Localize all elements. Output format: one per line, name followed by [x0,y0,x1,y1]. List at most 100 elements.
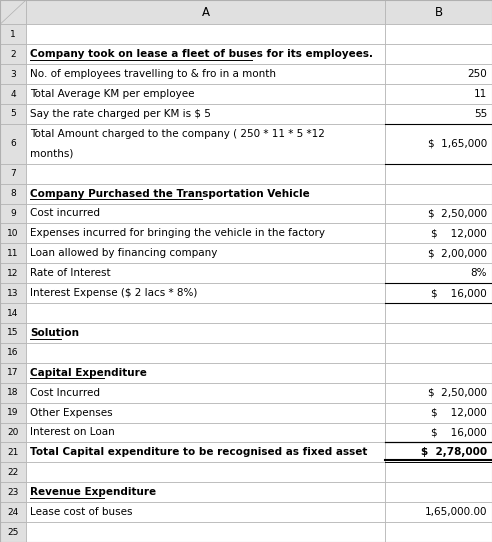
Bar [0,502,26,522]
Bar [0,423,26,442]
Bar [385,442,492,462]
Bar [385,323,492,343]
Text: Company took on lease a fleet of buses for its employees.: Company took on lease a fleet of buses f… [30,49,373,59]
Text: Other Expenses: Other Expenses [30,408,113,417]
Text: Total Capital expenditure to be recognised as fixed asset: Total Capital expenditure to be recognis… [30,447,368,457]
Text: Expenses incurred for bringing the vehicle in the factory: Expenses incurred for bringing the vehic… [30,228,325,238]
Bar [0,522,26,542]
Text: 14: 14 [7,308,19,318]
Text: 21: 21 [7,448,19,457]
Bar [0,204,26,223]
Text: 20: 20 [7,428,19,437]
Text: 55: 55 [474,109,487,119]
Bar [385,383,492,403]
Bar [0,323,26,343]
Text: Capital Expenditure: Capital Expenditure [30,368,147,378]
Bar [26,442,385,462]
Bar [385,343,492,363]
Bar [385,482,492,502]
Bar [0,343,26,363]
Text: $    12,000: $ 12,000 [431,408,487,417]
Bar [26,104,385,124]
Text: 23: 23 [7,488,19,496]
Bar [385,44,492,64]
Text: B: B [434,5,443,18]
Bar [385,64,492,84]
Text: 1,65,000.00: 1,65,000.00 [425,507,487,517]
Text: 8: 8 [10,189,16,198]
Text: $  1,65,000: $ 1,65,000 [428,139,487,149]
Text: 13: 13 [7,289,19,298]
Bar [385,423,492,442]
Text: Cost incurred: Cost incurred [30,209,100,218]
Bar [0,0,26,24]
Bar [385,502,492,522]
Text: 19: 19 [7,408,19,417]
Bar [26,84,385,104]
Text: A: A [202,5,210,18]
Text: Revenue Expenditure: Revenue Expenditure [30,487,156,497]
Bar [26,323,385,343]
Bar [0,124,26,164]
Text: 11: 11 [474,89,487,99]
Bar [26,482,385,502]
Bar [0,84,26,104]
Bar [385,124,492,164]
Text: months): months) [30,149,73,159]
Bar [26,363,385,383]
Bar [26,44,385,64]
Bar [0,184,26,204]
Bar [0,482,26,502]
Bar [0,104,26,124]
Bar [385,462,492,482]
Text: 16: 16 [7,349,19,357]
Bar [26,522,385,542]
Bar [385,363,492,383]
Text: 10: 10 [7,229,19,238]
Text: $    16,000: $ 16,000 [431,288,487,298]
Bar [26,243,385,263]
Bar [26,64,385,84]
Text: 8%: 8% [470,268,487,278]
Text: 9: 9 [10,209,16,218]
Text: Interest Expense ($ 2 lacs * 8%): Interest Expense ($ 2 lacs * 8%) [30,288,197,298]
Text: 17: 17 [7,368,19,377]
Text: 5: 5 [10,109,16,119]
Bar [385,24,492,44]
Bar [385,104,492,124]
Text: 7: 7 [10,169,16,178]
Text: 22: 22 [7,468,19,477]
Text: Rate of Interest: Rate of Interest [30,268,111,278]
Bar [26,403,385,423]
Bar [385,243,492,263]
Bar [26,184,385,204]
Text: 1: 1 [10,30,16,39]
Bar [0,442,26,462]
Bar [0,303,26,323]
Text: 3: 3 [10,69,16,79]
Bar [0,403,26,423]
Text: $  2,78,000: $ 2,78,000 [421,447,487,457]
Text: Total Amount charged to the company ( 250 * 11 * 5 *12: Total Amount charged to the company ( 25… [30,129,325,139]
Bar [0,44,26,64]
Bar [385,84,492,104]
Text: $    16,000: $ 16,000 [431,428,487,437]
Bar [385,263,492,283]
Text: Total Average KM per employee: Total Average KM per employee [30,89,194,99]
Bar [0,24,26,44]
Text: $  2,00,000: $ 2,00,000 [428,248,487,259]
Bar [385,403,492,423]
Bar [26,204,385,223]
Bar [0,64,26,84]
Bar [385,522,492,542]
Bar [26,24,385,44]
Text: $  2,50,000: $ 2,50,000 [428,209,487,218]
Bar [0,243,26,263]
Bar [26,223,385,243]
Bar [0,383,26,403]
Text: 12: 12 [7,269,19,278]
Bar [26,263,385,283]
Text: 24: 24 [7,508,19,517]
Bar [385,0,492,24]
Bar [26,462,385,482]
